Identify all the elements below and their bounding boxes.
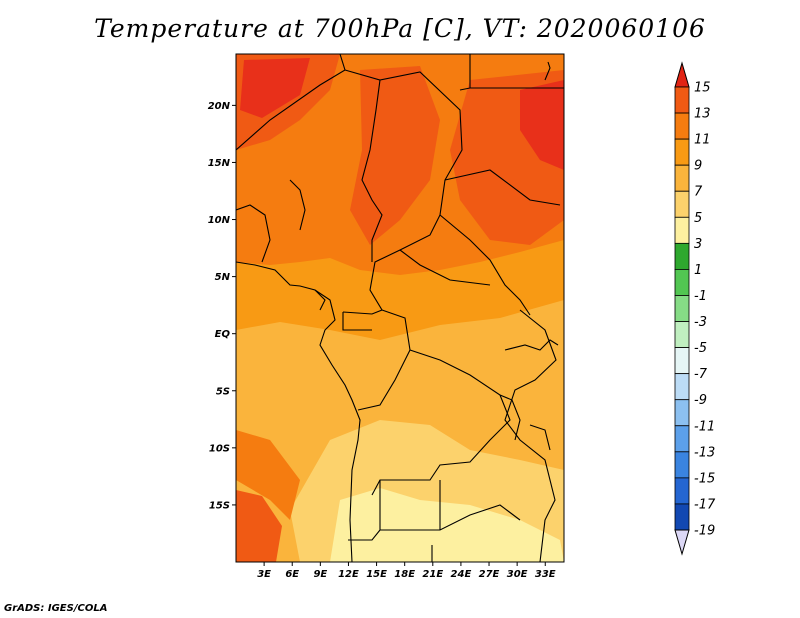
- colorbar-level-label: -7: [694, 367, 708, 382]
- colorbar-swatch: [674, 399, 690, 427]
- colorbar-swatch: [674, 425, 690, 453]
- colorbar-swatch: [674, 477, 690, 505]
- lat-tick-label: 10S: [209, 443, 230, 454]
- lat-tick-label: 10N: [208, 215, 231, 226]
- colorbar-level-label: 11: [694, 133, 711, 148]
- colorbar-level-label: 7: [694, 185, 703, 200]
- lat-tick-label: 5N: [215, 272, 231, 283]
- field-band-core-hot: [240, 58, 310, 118]
- colorbar: 15 13 11 9 7 5 3 1 -1 -3 -5 -7 -9 -11 -13 -15 -17 -19: [674, 61, 716, 556]
- lat-tick-label: 20N: [208, 101, 231, 112]
- map-frame: [235, 53, 565, 563]
- colorbar-level-label: -1: [694, 289, 707, 304]
- grads-credit: GrADS: IGES/COLA: [4, 603, 108, 614]
- colorbar-swatch: [674, 347, 690, 375]
- colorbar-level-label: 15: [694, 81, 711, 96]
- colorbar-level-label: 9: [694, 159, 702, 174]
- colorbar-swatch: [674, 112, 690, 140]
- lat-tick-label: 5S: [216, 386, 230, 397]
- colorbar-swatch: [674, 242, 690, 270]
- lon-tick-label: 15E: [366, 569, 387, 580]
- lon-tick-label: 33E: [535, 569, 556, 580]
- lon-tick-label: 21E: [422, 569, 443, 580]
- colorbar-swatch: [674, 86, 690, 114]
- colorbar-swatch: [674, 503, 690, 531]
- lon-tick-label: 18E: [394, 569, 415, 580]
- latitude-axis: 20N 15N 10N 5N EQ 5S 10S 15S: [208, 101, 236, 511]
- field-band-sw-mid: [236, 430, 300, 520]
- colorbar-level-label: 13: [694, 107, 711, 122]
- lon-tick-label: 6E: [285, 569, 299, 580]
- colorbar-level-label: 3: [694, 237, 702, 252]
- lon-tick-label: 27E: [479, 569, 500, 580]
- colorbar-swatch: [674, 138, 690, 166]
- map-title: Temperature at 700hPa [C], VT: 202006010…: [94, 14, 706, 43]
- field-band-3-5: [330, 488, 564, 562]
- colorbar-swatch: [674, 164, 690, 192]
- colorbar-level-label: -13: [694, 445, 715, 460]
- colorbar-level-label: -17: [694, 497, 716, 512]
- lon-tick-label: 24E: [451, 569, 472, 580]
- colorbar-swatch: [674, 373, 690, 401]
- colorbar-swatch: [674, 269, 690, 296]
- colorbar-swatch: [674, 451, 690, 479]
- colorbar-swatch: [674, 321, 690, 348]
- colorbar-swatch: [674, 216, 690, 244]
- lon-tick-label: 9E: [313, 569, 327, 580]
- colorbar-level-label: 5: [694, 211, 702, 226]
- longitude-axis: 3E 6E 9E 12E 15E 18E 21E 24E 27E 30E 33E: [257, 562, 556, 580]
- colorbar-level-label: -9: [694, 393, 707, 408]
- lat-tick-label: EQ: [215, 329, 231, 340]
- lon-tick-label: 12E: [338, 569, 359, 580]
- colorbar-level-label: -15: [694, 471, 715, 486]
- colorbar-level-label: -11: [694, 419, 715, 434]
- colorbar-level-label: -19: [694, 524, 715, 539]
- colorbar-swatch: [674, 190, 690, 218]
- colorbar-level-label: -3: [694, 315, 707, 330]
- colorbar-swatch: [674, 295, 690, 322]
- colorbar-level-label: -5: [694, 341, 707, 356]
- lat-tick-label: 15N: [208, 158, 231, 169]
- colorbar-top-arrow: [674, 61, 690, 88]
- colorbar-bottom-arrow: [674, 529, 690, 556]
- temperature-field: [236, 54, 564, 562]
- lon-tick-label: 30E: [507, 569, 528, 580]
- field-band-east-hot: [520, 80, 564, 170]
- lat-tick-label: 15S: [209, 500, 230, 511]
- field-band-sw-warm: [236, 490, 282, 562]
- lon-tick-label: 3E: [257, 569, 271, 580]
- country-borders: [236, 54, 564, 562]
- colorbar-level-label: 1: [694, 263, 702, 278]
